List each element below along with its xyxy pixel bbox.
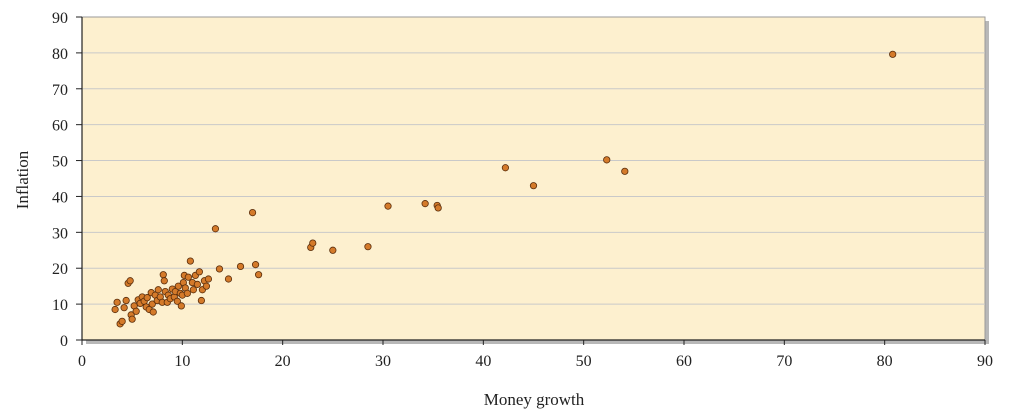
- data-point: [183, 289, 191, 297]
- data-point: [434, 204, 442, 212]
- data-point: [113, 298, 121, 306]
- y-tick-labels: 0 10 20 30 40 50 60 70 80 90: [52, 10, 68, 350]
- y-tick-label: 90: [52, 10, 68, 27]
- data-point: [120, 304, 128, 312]
- data-point: [329, 246, 337, 254]
- data-point: [224, 275, 233, 283]
- data-point: [159, 271, 167, 279]
- data-point: [215, 265, 224, 273]
- data-point: [204, 275, 213, 283]
- data-point: [186, 257, 194, 265]
- data-point: [118, 317, 126, 325]
- data-point: [603, 156, 611, 164]
- data-point: [184, 273, 192, 281]
- x-tick-label: 30: [375, 353, 391, 370]
- data-point: [177, 302, 185, 310]
- data-points: [111, 50, 897, 328]
- data-point: [202, 282, 211, 290]
- x-tick-label: 90: [977, 353, 993, 370]
- x-tick-label: 0: [78, 353, 86, 370]
- data-point: [384, 202, 392, 210]
- x-tick-label: 80: [877, 353, 893, 370]
- data-point: [248, 208, 257, 217]
- y-tick-label: 50: [52, 154, 68, 171]
- y-tick-label: 30: [52, 225, 68, 242]
- data-point: [160, 277, 168, 285]
- x-tick-label: 70: [776, 353, 792, 370]
- plot-background: [81, 16, 986, 341]
- x-tick-labels: 0 10 20 30 40 50 60 70 80 90: [78, 353, 993, 370]
- y-tick-label: 70: [52, 82, 68, 99]
- data-point: [193, 280, 201, 288]
- data-point: [889, 50, 897, 58]
- y-tick-label: 60: [52, 118, 68, 135]
- data-point: [126, 277, 134, 285]
- data-point: [254, 271, 263, 279]
- x-tick-label: 40: [475, 353, 491, 370]
- x-axis-title: Money growth: [484, 390, 585, 409]
- data-point: [501, 164, 510, 172]
- data-point: [421, 200, 429, 208]
- data-point: [148, 300, 156, 308]
- x-tick-label: 50: [576, 353, 592, 370]
- data-point: [309, 239, 317, 247]
- data-point: [132, 307, 140, 315]
- data-point: [154, 286, 162, 294]
- data-point: [149, 308, 157, 316]
- data-point: [529, 182, 538, 190]
- data-point: [621, 167, 629, 175]
- data-point: [128, 315, 136, 323]
- data-point: [236, 262, 245, 271]
- y-tick-label: 10: [52, 297, 68, 314]
- y-tick-label: 80: [52, 46, 68, 63]
- data-point: [173, 297, 181, 305]
- gridlines: [82, 52, 985, 305]
- x-tick-label: 60: [676, 353, 692, 370]
- y-tick-label: 20: [52, 261, 68, 278]
- data-point: [211, 225, 220, 233]
- y-tick-label: 40: [52, 189, 68, 206]
- x-tick-label: 20: [275, 353, 291, 370]
- data-point: [364, 243, 372, 251]
- data-point: [195, 268, 203, 276]
- data-point: [174, 282, 182, 290]
- y-axis-title: Inflation: [13, 150, 32, 209]
- y-tick-label: 0: [60, 333, 68, 350]
- data-point: [111, 305, 119, 314]
- data-point: [143, 294, 151, 302]
- axes: [76, 16, 986, 345]
- plot-area: [81, 16, 989, 344]
- data-point: [122, 296, 130, 305]
- data-point: [251, 261, 260, 269]
- data-point: [197, 296, 205, 305]
- x-tick-label: 10: [174, 353, 190, 370]
- data-point: [189, 286, 197, 294]
